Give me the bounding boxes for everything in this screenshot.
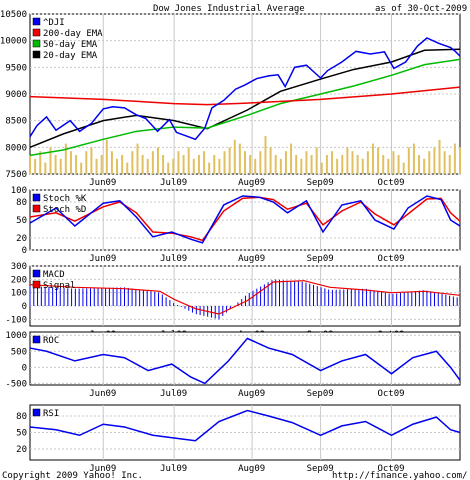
- rsi-x-tick-label: Sep09: [307, 464, 334, 474]
- stochastic-y-tick-label: 80: [16, 198, 27, 208]
- macd-y-tick-label: 300: [11, 262, 27, 272]
- stoch-k-line: [29, 195, 461, 244]
- legend-label: ROC: [43, 336, 59, 346]
- rsi-frame: [29, 404, 461, 461]
- macd-y-tick-label: 0: [22, 302, 27, 312]
- macd-y-tick-label: 200: [11, 275, 27, 285]
- as-of-date: as of 30-Oct-2009: [375, 4, 467, 14]
- roc-panel: Jun09 Jul09 Aug09 Sep09 Oct09 -500 0 500 1000 ROC: [5, 331, 461, 399]
- rsi-y-tick-label: 20: [16, 445, 27, 455]
- 20-day-ema-line: [29, 48, 461, 149]
- indicator-panels: Jun09 Jul09 Aug09 Sep09 Oct09750080008500900…: [0, 10, 461, 474]
- price-y-tick-label: 9500: [5, 63, 27, 73]
- macd-y-tick-label: 100: [11, 289, 27, 299]
- stochastic-frame: [29, 189, 461, 251]
- roc-y-tick-label: -500: [5, 379, 27, 389]
- legend-swatch: [32, 269, 41, 278]
- rsi-y-tick-label: 80: [16, 412, 27, 422]
- stochastic-panel: Jun09 Jul09 Aug09 Sep09 Oct09 0 20 50 80 100 Stoch…: [11, 186, 461, 264]
- stochastic-y-tick-label: 100: [11, 186, 27, 196]
- legend-swatch: [32, 204, 41, 213]
- source-url[interactable]: http://finance.yahoo.com/: [332, 471, 467, 480]
- 200-day-ema-line: [29, 86, 461, 106]
- rsi-x-tick-label: Jul09: [160, 464, 187, 474]
- roc-y-tick-label: 500: [11, 347, 27, 357]
- legend-swatch: [32, 193, 41, 202]
- price-x-tick-label: Jul09: [160, 178, 187, 188]
- price-y-tick-label: 9000: [5, 90, 27, 100]
- copyright-text: Copyright 2009 Yahoo! Inc.: [2, 471, 143, 480]
- price-y-tick-label: 8000: [5, 143, 27, 153]
- rsi-x-tick-label: Jun09: [89, 464, 116, 474]
- rsi-panel: Jun09 Jul09 Aug09 Sep09 Oct09 20 50 80 RSI: [16, 404, 461, 474]
- legend-swatch: [32, 28, 41, 37]
- legend-label: RSI: [43, 409, 59, 419]
- stochastic-x-tick-label: Aug09: [238, 254, 265, 264]
- 50-day-ema-line: [29, 58, 461, 157]
- chart-title: Dow Jones Industrial Average: [153, 4, 305, 14]
- legend-swatch: [32, 408, 41, 417]
- stochastic-y-tick-label: 0: [22, 246, 27, 256]
- legend-swatch: [32, 335, 41, 344]
- price-x-tick-label: Oct09: [377, 178, 404, 188]
- roc-x-tick-label: Jul09: [160, 389, 187, 399]
- rsi-x-tick-label: Oct09: [377, 464, 404, 474]
- stochastic-x-tick-label: Sep09: [307, 254, 334, 264]
- price-x-tick-label: Aug09: [238, 178, 265, 188]
- legend-label: Stoch %K: [43, 194, 87, 204]
- legend-swatch: [32, 280, 41, 289]
- roc-frame: [29, 331, 461, 386]
- price-y-tick-label: 7500: [5, 170, 27, 180]
- legend-label: MACD: [43, 270, 65, 280]
- price-x-tick-label: Jun09: [89, 178, 116, 188]
- legend-label: 20-day EMA: [43, 51, 98, 61]
- roc-x-tick-label: Jun09: [89, 389, 116, 399]
- legend-label: 200-day EMA: [43, 29, 103, 39]
- legend-label: Signal: [43, 281, 76, 291]
- legend-label: ^DJI: [43, 18, 65, 28]
- price-y-tick-label: 8500: [5, 117, 27, 127]
- stochastic-x-tick-label: Oct09: [377, 254, 404, 264]
- legend-label: 50-day EMA: [43, 40, 98, 50]
- stochastic-y-tick-label: 50: [16, 216, 27, 226]
- price-x-tick-label: Sep09: [307, 178, 334, 188]
- price-y-tick-label: 10000: [0, 37, 27, 47]
- roc-x-tick-label: Aug09: [238, 389, 265, 399]
- macd-y-tick-label: -100: [5, 315, 27, 325]
- signal-line: [29, 280, 461, 315]
- stochastic-x-tick-label: Jun09: [89, 254, 116, 264]
- roc-line: [29, 337, 461, 385]
- stochastic-y-tick-label: 20: [16, 234, 27, 244]
- roc-x-tick-label: Oct09: [377, 389, 404, 399]
- roc-y-tick-label: 0: [22, 363, 27, 373]
- legend-label: Stoch %D: [43, 205, 86, 215]
- macd-panel: Jun09Jul09Aug09Sep09Oct09-1000100200300M…: [5, 262, 461, 340]
- legend-swatch: [32, 50, 41, 59]
- rsi-x-tick-label: Aug09: [238, 464, 265, 474]
- legend-swatch: [32, 17, 41, 26]
- price-y-tick-label: 10500: [0, 10, 27, 20]
- legend-swatch: [32, 39, 41, 48]
- price-panel: Jun09 Jul09 Aug09 Sep09 Oct09 7500 8000 8500 900…: [0, 10, 461, 188]
- rsi-y-tick-label: 50: [16, 429, 27, 439]
- stochastic-x-tick-label: Jul09: [160, 254, 187, 264]
- roc-y-tick-label: 1000: [5, 331, 27, 341]
- rsi-line: [29, 409, 461, 442]
- -dji-line: [29, 37, 461, 141]
- roc-x-tick-label: Sep09: [307, 389, 334, 399]
